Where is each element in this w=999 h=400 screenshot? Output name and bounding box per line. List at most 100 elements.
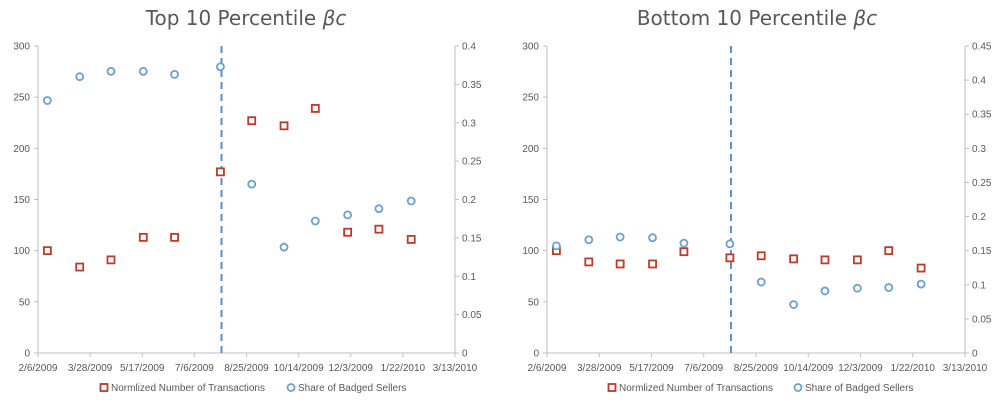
y-left-tick-label: 100 <box>522 246 539 257</box>
data-point-square <box>343 227 353 237</box>
chart-title: Bottom 10 Percentile βc <box>637 6 877 30</box>
data-point-square <box>725 253 735 263</box>
x-tick-label: 3/28/2009 <box>577 363 622 374</box>
data-point-circle <box>852 283 862 293</box>
data-point-square <box>648 259 657 269</box>
chart-title: Top 10 Percentile βc <box>145 6 347 30</box>
data-point-square <box>884 246 894 256</box>
x-tick-label: 3/13/2010 <box>433 363 478 374</box>
y-right-tick-label: 0 <box>462 349 468 360</box>
data-point-circle <box>216 62 225 72</box>
x-tick-label: 1/22/2010 <box>381 363 426 374</box>
y-left-tick-label: 50 <box>528 297 540 308</box>
x-tick-label: 12/3/2009 <box>329 363 374 374</box>
data-point-circle <box>552 241 561 251</box>
data-point-circle <box>615 232 625 242</box>
y-right-tick-label: 0 <box>972 349 978 360</box>
data-point-square <box>216 167 225 177</box>
series-badged-sellers <box>42 62 416 252</box>
x-tick-label: 7/6/2009 <box>175 363 214 374</box>
data-point-square <box>106 255 116 265</box>
y-left-tick-label: 0 <box>533 349 539 360</box>
x-tick-label: 2/6/2009 <box>19 363 58 374</box>
y-right-tick-label: 0.25 <box>462 157 482 168</box>
data-point-circle <box>648 233 657 243</box>
data-point-square <box>279 121 289 131</box>
y-right-tick-label: 0.45 <box>972 42 992 53</box>
data-point-square <box>247 116 257 126</box>
y-right-tick-label: 0.1 <box>972 280 986 291</box>
legend-label-transactions: Normlized Number of Transactions <box>619 383 773 394</box>
data-point-circle <box>42 96 52 105</box>
legend-square-marker <box>99 383 109 392</box>
y-right-tick-label: 0.35 <box>462 80 482 91</box>
series-transactions <box>552 246 926 273</box>
data-point-circle <box>884 283 894 292</box>
data-point-circle <box>310 216 320 226</box>
data-point-square <box>170 232 179 242</box>
y-right-tick-label: 0.05 <box>462 310 482 321</box>
y-left-tick-label: 100 <box>13 246 30 257</box>
chart-title-symbol: βc <box>322 6 347 30</box>
legend: Normlized Number of Transactions Share of… <box>607 383 913 394</box>
x-tick-label: 1/22/2010 <box>891 363 936 374</box>
data-point-circle <box>916 279 926 289</box>
data-point-circle <box>106 66 116 76</box>
y-right-tick-label: 0.1 <box>462 272 476 283</box>
data-point-square <box>820 255 830 265</box>
data-point-square <box>75 262 85 272</box>
data-point-circle <box>343 210 353 220</box>
y-right-tick-label: 0.3 <box>462 118 476 129</box>
chart-title-symbol: βc <box>852 6 877 30</box>
y-right-tick-label: 0.2 <box>462 195 476 206</box>
x-tick-label: 3/28/2009 <box>68 363 113 374</box>
x-tick-label: 7/6/2009 <box>684 363 723 374</box>
y-left-tick-label: 50 <box>19 297 31 308</box>
x-tick-label: 8/25/2009 <box>734 363 779 374</box>
y-right-tick-label: 0.2 <box>972 212 986 223</box>
chart-panel-2: Bottom 10 Percentile βc 0 50 100 150 200 250 30… <box>522 6 992 394</box>
y-left-tick-label: 0 <box>24 349 30 360</box>
legend-circle-marker <box>286 383 296 392</box>
data-point-square <box>406 235 416 244</box>
y-right-tick-label: 0.3 <box>972 144 986 155</box>
legend-circle-marker <box>793 383 803 392</box>
x-tick-label: 10/14/2009 <box>274 363 324 374</box>
data-point-circle <box>679 238 689 248</box>
data-point-square <box>138 232 148 242</box>
data-point-circle <box>584 235 594 245</box>
y-right-tick-label: 0.05 <box>972 314 992 325</box>
y-right-tick-label: 0.25 <box>972 178 992 189</box>
legend-label-transactions: Normlized Number of Transactions <box>111 383 265 394</box>
data-point-square <box>852 255 862 265</box>
x-tick-label: 8/25/2009 <box>224 363 269 374</box>
y-left-tick-label: 250 <box>522 93 539 104</box>
legend-label-badged-sellers: Share of Badged Sellers <box>805 383 913 394</box>
series-badged-sellers <box>552 232 926 309</box>
y-right-tick-label: 0.15 <box>462 233 482 244</box>
y-left-tick-label: 150 <box>522 195 539 206</box>
y-right-tick-label: 0.4 <box>462 42 476 53</box>
data-point-circle <box>247 179 257 189</box>
y-right-tick-label: 0.15 <box>972 246 992 257</box>
x-tick-label: 5/17/2009 <box>629 363 674 374</box>
legend: Normlized Number of Transactions Share of… <box>99 383 406 394</box>
x-tick-label: 3/13/2010 <box>943 363 988 374</box>
x-tick-label: 5/17/2009 <box>120 363 165 374</box>
series-transactions <box>42 104 416 272</box>
data-point-square <box>374 224 384 234</box>
data-point-circle <box>725 239 735 249</box>
y-left-tick-label: 300 <box>522 42 539 53</box>
data-point-square <box>615 259 625 269</box>
y-right-tick-label: 0.35 <box>972 110 992 121</box>
x-tick-label: 10/14/2009 <box>783 363 833 374</box>
chart-title-text: Bottom 10 Percentile <box>637 6 854 30</box>
data-point-circle <box>374 204 384 214</box>
legend-square-marker <box>607 383 617 392</box>
data-point-circle <box>138 66 148 76</box>
data-point-circle <box>170 69 179 79</box>
data-point-square <box>916 263 926 273</box>
y-right-tick-label: 0.4 <box>972 76 986 87</box>
data-point-circle <box>820 286 830 296</box>
